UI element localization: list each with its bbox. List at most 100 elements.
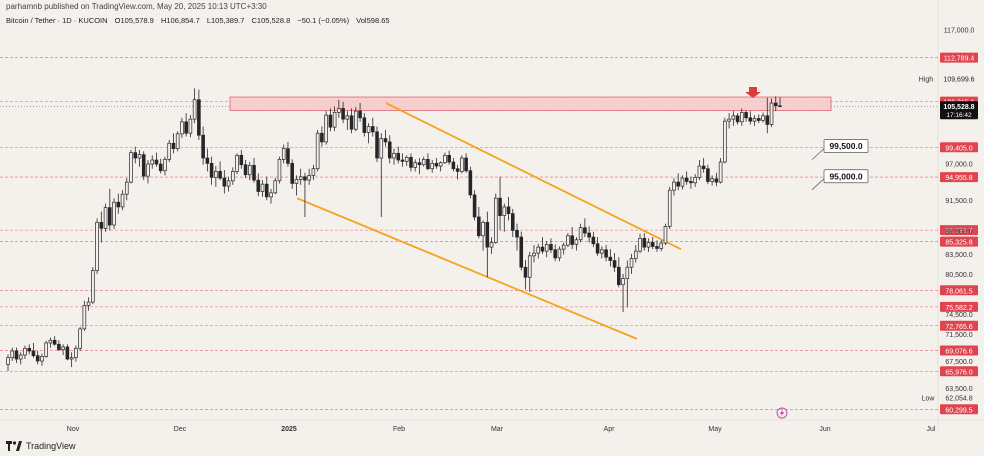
symbol-label[interactable]: Bitcoin / Tether · 1D · KUCOIN [6,16,108,25]
candle-body [765,115,770,125]
candle-body [672,181,676,191]
candle-body [311,168,316,176]
candle-body [426,158,430,170]
candle-body [231,171,235,182]
candle-body [103,207,108,229]
month-label: Jun [819,426,830,433]
candle-body [553,249,557,259]
candle-body [413,162,418,168]
candle-body [578,227,583,241]
candle-body [379,138,384,159]
candle-body [209,163,214,178]
down-arrow-icon [745,87,761,99]
close-value: C105,528.8 [251,16,291,25]
candle-body [298,176,303,180]
candle-body [404,156,409,162]
candle-body [591,236,596,245]
candle-body [718,161,723,183]
candle-body [723,120,727,163]
candle-body [214,171,218,178]
level-badge [940,142,978,153]
candle-body [595,243,600,254]
channel-upper-line [385,102,682,250]
callout-box [823,169,869,184]
candle-body [532,252,536,257]
candle-body [409,156,413,168]
candle-body [434,163,439,167]
candle-body [65,346,70,360]
candle-body [756,118,761,121]
candle-body [773,102,778,107]
low-badge [940,392,978,403]
candle-body [761,115,765,121]
candle-body [625,266,630,279]
candle-body [18,354,23,360]
candle-body [642,238,647,248]
level-badge-label: 69,076.6 [945,348,972,355]
candle-body [243,164,248,176]
high-badge [940,73,978,84]
ohlc-legend: Bitcoin / Tether · 1D · KUCOIN O105,578.… [6,16,395,25]
candle-body [82,305,87,330]
candle-body [74,347,78,359]
candle-body [146,163,150,177]
candle-body [286,148,290,164]
candle-body [290,163,294,184]
callout-label: 95,000.0 [829,171,862,181]
candle-body [498,197,502,216]
level-badge-label: 85,325.8 [945,240,972,247]
candle-body [175,133,180,149]
level-badge [940,236,978,247]
candle-body [137,154,142,159]
candle-body [281,148,286,160]
candle-body [307,175,311,181]
candle-body [358,110,362,119]
candle-body [646,242,651,248]
candle-body [778,105,782,107]
candle-body [680,177,685,187]
candle-body [655,246,659,249]
publisher-line: parhamnb published on TradingView.com, M… [6,2,267,11]
tradingview-brand[interactable]: TradingView [6,441,76,451]
price-axis[interactable]: 112,789.4106,215.199,405.094,955.887,036… [919,27,978,415]
tradingview-logo-icon [6,441,22,451]
candle-body [260,183,265,192]
resistance-zone[interactable] [229,96,832,111]
time-axis[interactable]: Nov Dec 2025 Feb Mar Apr May Jun Jul [67,426,936,433]
candle-body [752,118,757,122]
candle-body [494,197,498,243]
candle-body [116,201,121,208]
candle-body [222,177,227,187]
candle-body [744,112,748,119]
level-badge-label: 65,976.0 [945,369,972,376]
price-tick-label: 83,500.0 [945,252,972,259]
candle-body [154,159,159,165]
level-badge [940,345,978,356]
candle-body [506,206,511,214]
level-badge-label: 99,405.0 [945,145,972,152]
high-value: H106,854.7 [160,16,200,25]
candle-body [714,178,719,183]
candle-body [78,328,82,349]
candle-body [574,239,579,245]
candle-body [617,266,621,286]
candle-body [303,176,307,181]
open-value: O105,578.9 [114,16,154,25]
callout-label: 99,500.0 [829,141,862,151]
candle-body [48,339,53,344]
candle-body [659,242,664,249]
month-label: Nov [67,426,80,433]
candle-body [108,207,112,226]
high-value-label: 109,699.6 [943,76,974,83]
annotations[interactable]: 99,500.0 95,000.0 [745,87,869,419]
price-tick-label: 80,500.0 [945,272,972,279]
candle-body [663,226,668,244]
candle-body [14,350,19,360]
candle-body [188,118,193,134]
descending-channel[interactable] [296,102,682,340]
candle-body [629,258,634,268]
countdown-label: 17:16:42 [946,112,972,119]
candle-body [256,179,261,192]
